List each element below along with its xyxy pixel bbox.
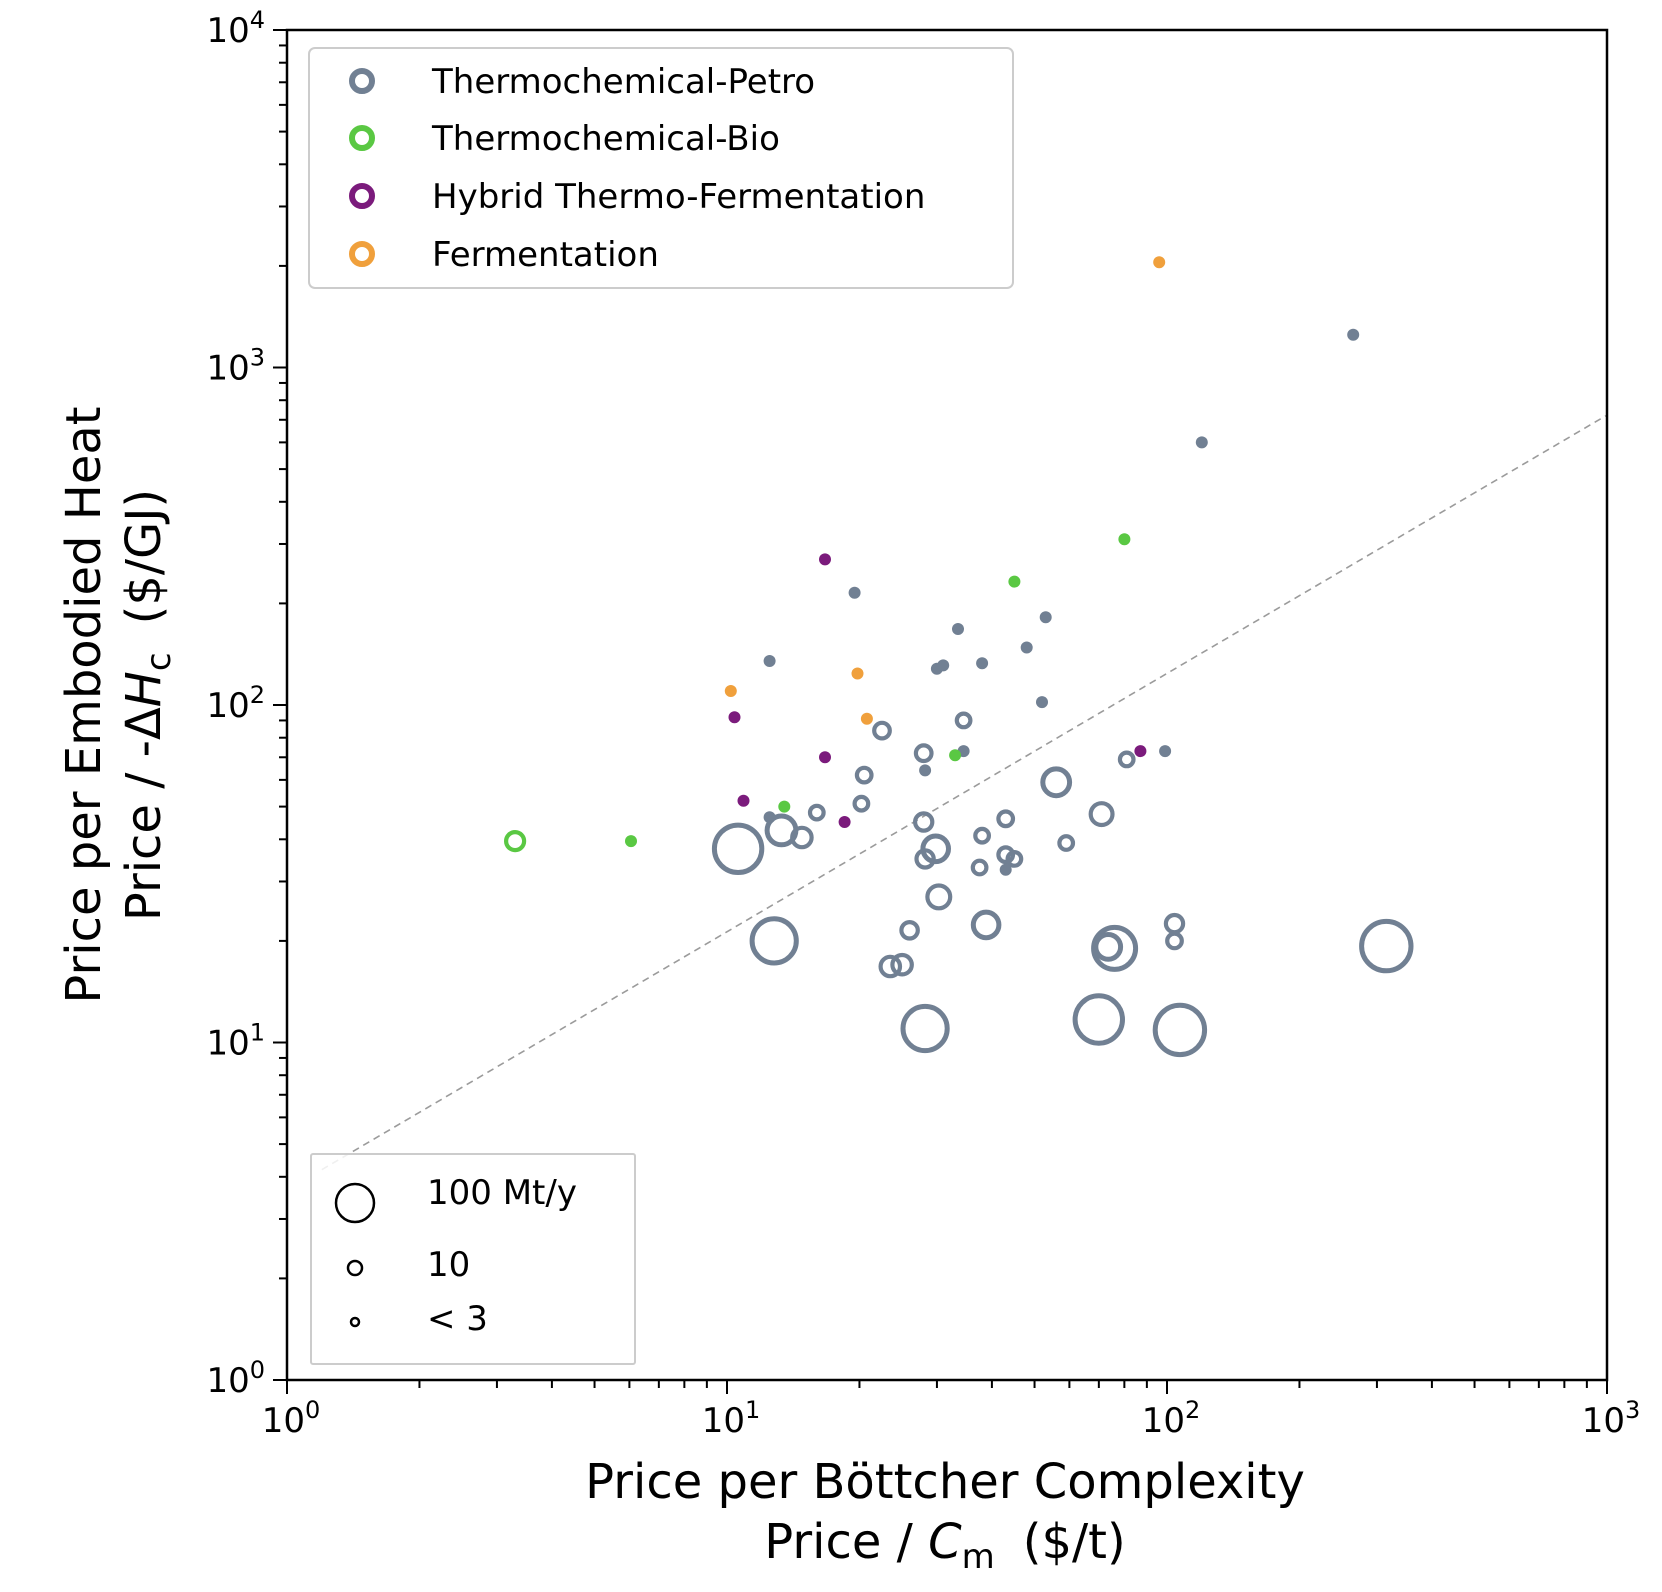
size-legend-label-10: 10 [427,1245,470,1285]
series-legend-frame [308,47,1014,289]
x-tick-label: 102 [1142,1396,1201,1441]
data-point [1036,696,1048,709]
data-point [854,765,874,785]
data-point [1118,533,1131,546]
data-point [838,816,851,828]
data-point [728,711,741,724]
data-point [625,835,637,848]
data-point [952,623,964,635]
data-point [790,825,814,850]
data-point [1134,745,1147,758]
data-point [1359,918,1414,974]
data-point [1072,993,1126,1046]
y-tick-label: 101 [206,1019,265,1064]
data-point [848,586,861,599]
data-point [914,848,936,870]
legend-label-fermentation: Fermentation [432,235,659,275]
data-point [1159,745,1172,758]
y-axis-title-line1: Price per Embodied Heat [56,406,112,1003]
data-point [872,720,892,741]
data-point [778,800,791,813]
reference-line [321,414,1607,1171]
data-point [819,553,831,566]
data-point [976,657,989,670]
data-point [913,743,934,764]
size-legend-marker-100 [334,1182,376,1224]
legend-label-hybrid: Hybrid Thermo-Fermentation [432,177,925,217]
data-point [919,764,932,777]
legend-marker-petro [349,68,375,94]
x-axis-title-line2: Price / Cm ($/t) [764,1514,1125,1577]
data-point [996,809,1016,829]
data-point [949,749,962,762]
data-point [899,919,920,941]
x-axis-title-line1: Price per Böttcher Complexity [585,1454,1305,1510]
data-point [1152,1002,1208,1058]
size-legend-frame [310,1153,636,1365]
size-legend-marker-10 [346,1259,364,1277]
data-point [1005,850,1024,868]
data-point [937,659,950,672]
data-point [1117,750,1136,769]
reference-line-layer [321,414,1607,1171]
data-point [1165,931,1184,951]
x-tick-label: 101 [702,1396,761,1441]
data-point [890,952,914,977]
data-point [970,909,1002,941]
y-tick-label: 100 [206,1356,265,1401]
y-axis-title-line2: Price / -ΔHc($/GJ) [116,489,179,921]
data-point [1040,766,1073,799]
x-tick-label: 103 [1582,1396,1641,1441]
data-point [878,954,903,979]
data-point [999,863,1012,876]
legend-label-petro: Thermochemical-Petro [431,62,815,102]
data-point [973,826,991,845]
data-point [1153,256,1166,269]
y-tick-label: 104 [206,6,265,51]
data-point [913,811,935,833]
data-point [852,794,871,813]
legend-label-bio: Thermochemical-Bio [431,119,780,159]
data-point [724,685,737,697]
data-point [1008,575,1021,588]
legend-marker-bio [349,125,375,151]
data-point [954,711,973,730]
y-tick-label: 103 [206,344,265,389]
data-point [819,751,831,764]
series-legend: Thermochemical-Petro Thermochemical-Bio … [308,47,1014,289]
data-point [925,883,953,911]
size-legend-label-3: < 3 [427,1299,488,1339]
data-point [996,845,1016,865]
data-point [1057,834,1076,852]
size-legend-marker-3 [349,1316,361,1328]
data-point [503,829,527,853]
data-point [1020,641,1033,654]
data-point [1039,611,1052,624]
legend-marker-hybrid [349,183,375,209]
legend-marker-fermentation [349,241,375,267]
data-point [749,916,799,966]
data-point [807,803,826,822]
data-point [860,712,873,725]
size-legend-label-100: 100 Mt/y [427,1173,577,1213]
x-tick-label: 100 [262,1396,321,1441]
data-point [1088,801,1115,828]
data-point [763,655,776,667]
data-point [851,667,864,680]
axis-ticks-layer [273,29,1608,1394]
data-point [711,822,765,875]
y-tick-label: 102 [206,681,265,726]
size-legend: 100 Mt/y 10 < 3 [310,1153,636,1365]
data-point [900,1003,950,1054]
data-point [1093,932,1124,962]
axis-tick-labels-layer: 100 101 102 103 100 101 102 103 104 [206,6,1640,1441]
data-point [1347,328,1360,341]
data-point [737,794,750,807]
data-point [970,858,989,877]
data-point [1195,436,1208,449]
data-points-layer [503,256,1414,1058]
